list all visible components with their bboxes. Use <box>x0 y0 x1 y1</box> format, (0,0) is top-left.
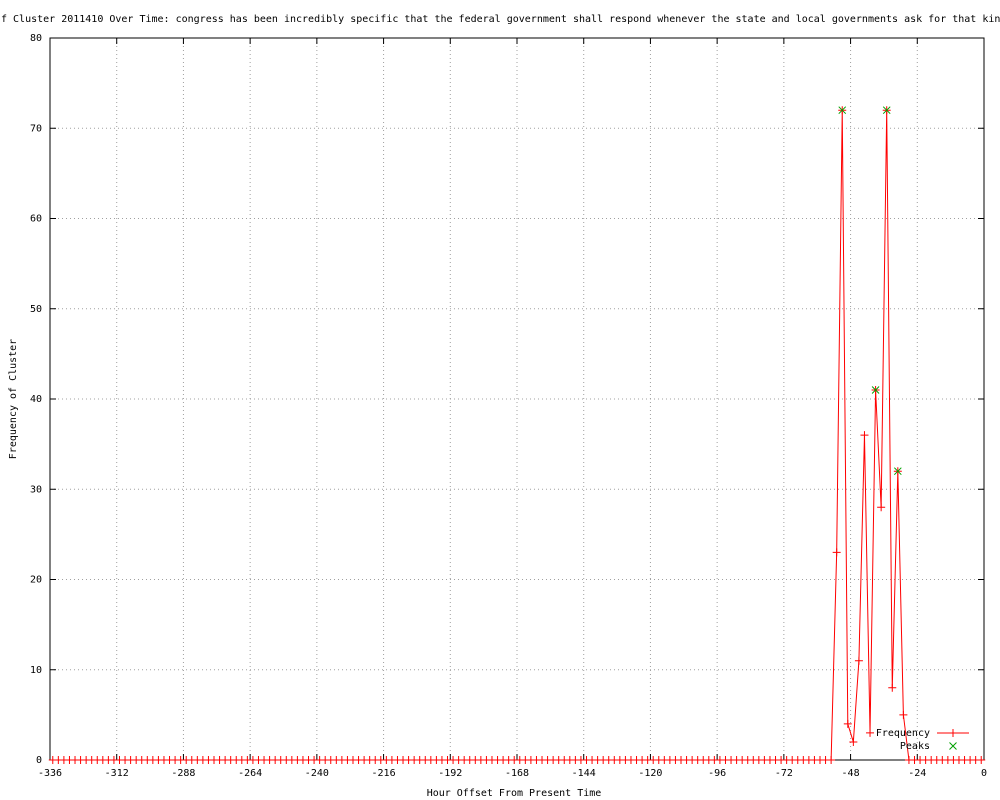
x-tick-label: 0 <box>981 768 987 779</box>
x-tick-label: -240 <box>305 768 329 779</box>
y-tick-label: 70 <box>30 123 42 134</box>
y-tick-label: 40 <box>30 394 42 405</box>
y-tick-label: 0 <box>36 755 42 766</box>
data-point <box>871 386 880 394</box>
legend-label: Peaks <box>900 741 930 752</box>
x-tick-label: -288 <box>171 768 195 779</box>
data-point <box>838 106 847 115</box>
x-tick-label: -120 <box>638 768 662 779</box>
x-tick-label: -192 <box>438 768 462 779</box>
data-point <box>893 467 902 476</box>
y-tick-label: 20 <box>30 575 42 586</box>
y-tick-label: 50 <box>30 304 42 315</box>
x-tick-label: -72 <box>775 768 793 779</box>
data-point <box>877 503 886 512</box>
y-tick-label: 10 <box>30 665 42 676</box>
data-point <box>882 106 891 115</box>
data-point <box>827 756 836 764</box>
data-point <box>849 737 858 746</box>
data-point <box>860 431 869 440</box>
y-axis-label: Frequency of Cluster <box>8 339 19 459</box>
x-tick-label: -96 <box>708 768 726 779</box>
y-tick-label: 60 <box>30 214 42 225</box>
x-tick-label: -24 <box>908 768 926 779</box>
x-tick-label: -48 <box>842 768 860 779</box>
data-point <box>843 719 852 728</box>
x-tick-label: -312 <box>105 768 129 779</box>
legend-label: Frequency <box>876 728 930 739</box>
x-tick-label: -336 <box>38 768 62 779</box>
data-point <box>888 683 897 692</box>
data-point <box>899 710 908 719</box>
x-tick-label: -168 <box>505 768 529 779</box>
x-tick-label: -216 <box>372 768 396 779</box>
chart-title: f Cluster 2011410 Over Time: congress ha… <box>1 14 1000 25</box>
data-point <box>866 728 875 737</box>
data-point <box>854 656 863 665</box>
x-axis-label: Hour Offset From Present Time <box>427 788 602 799</box>
legend-marker <box>949 729 957 737</box>
legend-marker <box>949 742 957 750</box>
x-tick-label: -264 <box>238 768 262 779</box>
y-tick-label: 80 <box>30 33 42 44</box>
data-point <box>832 548 841 557</box>
data-point <box>977 756 986 764</box>
y-tick-label: 30 <box>30 484 42 495</box>
x-tick-label: -144 <box>572 768 596 779</box>
